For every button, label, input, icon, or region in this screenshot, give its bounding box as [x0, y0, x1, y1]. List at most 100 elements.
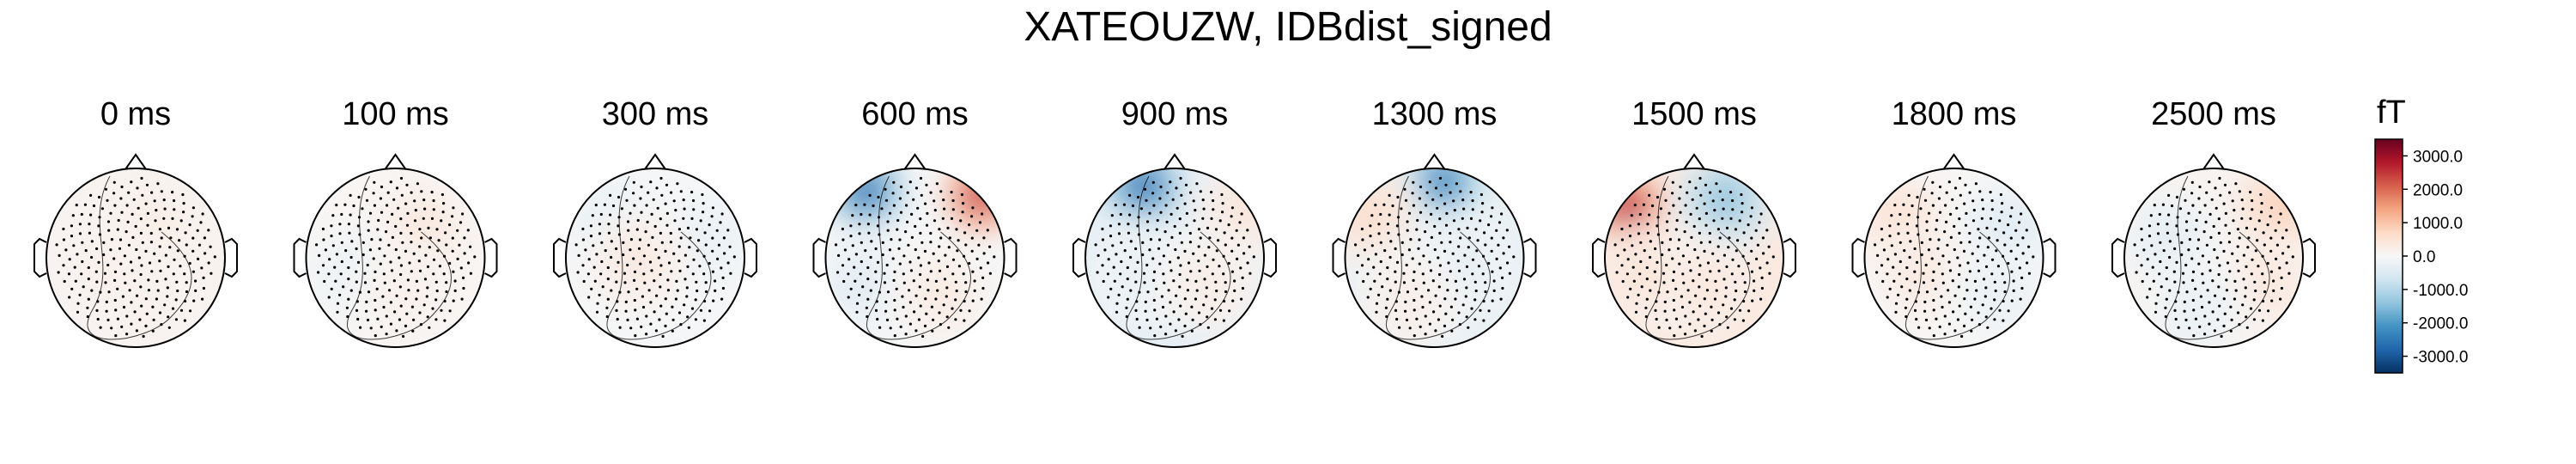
sensor-dots — [1094, 176, 1255, 339]
sensor-dot — [618, 326, 622, 329]
sensor-dot — [1437, 285, 1441, 289]
sensor-dot — [118, 247, 122, 250]
sensor-dot — [1149, 238, 1152, 241]
panel-title: 0 ms — [100, 96, 172, 132]
right-ear-outline — [224, 237, 238, 278]
sensor-dot — [81, 259, 84, 264]
sensor-dot — [908, 260, 912, 264]
sensor-dot — [2275, 257, 2278, 260]
sensor-dot — [665, 312, 668, 315]
sensor-dot — [1230, 236, 1234, 240]
sensor-dot — [1406, 290, 1410, 294]
sensor-dot — [1890, 214, 1893, 217]
sensor-dot — [1181, 334, 1184, 339]
sensor-dot — [920, 193, 923, 197]
sensor-dot — [849, 224, 853, 228]
sensor-dot — [1657, 290, 1661, 294]
sensor-dot — [2010, 299, 2014, 302]
sensor-dot — [1183, 202, 1187, 205]
sensor-dot — [1441, 334, 1444, 339]
sensor-dot — [1909, 240, 1912, 243]
sensor-dot — [1119, 212, 1122, 217]
sensor-dot — [402, 334, 405, 339]
sensor-dot — [339, 272, 343, 276]
sensor-dot — [1126, 297, 1129, 301]
sensor-dot — [607, 223, 611, 226]
sensor-dot — [1656, 260, 1659, 264]
sensor-dot — [655, 294, 659, 297]
sensor-dot — [660, 193, 664, 197]
sensor-dot — [149, 241, 153, 244]
sensor-dot — [2182, 187, 2186, 191]
sensor-dot — [935, 182, 939, 186]
sensor-dot — [1679, 211, 1682, 214]
figure-title: XATEOUZW, IDBdist_signed — [1024, 4, 1552, 50]
sensor-dot — [1395, 224, 1399, 228]
sensor-dot — [2244, 286, 2247, 290]
sensor-dot — [2160, 285, 2163, 289]
sensor-dot — [897, 247, 901, 250]
sensor-dot — [1642, 203, 1645, 206]
sensor-dot — [661, 334, 665, 339]
sensor-dot — [2136, 253, 2139, 257]
sensor-dot — [1936, 247, 1940, 250]
sensor-dot — [858, 232, 861, 235]
sensor-dot — [149, 231, 153, 235]
sensor-dot — [2217, 231, 2221, 235]
sensor-dot — [633, 204, 636, 207]
sensor-dot — [1968, 231, 1971, 235]
sensor-dot — [729, 272, 732, 275]
zero-contour — [346, 175, 452, 340]
sensor-dot — [1178, 272, 1182, 277]
sensor-dot — [599, 272, 603, 276]
sensor-dot — [1129, 255, 1133, 259]
sensor-dot — [1935, 228, 1938, 231]
sensor-dot — [1440, 241, 1443, 244]
sensor-dot — [2184, 318, 2188, 321]
sensor-dot — [720, 297, 724, 301]
sensor-dot — [201, 297, 204, 301]
sensor-dot — [1932, 308, 1935, 312]
sensor-dot — [367, 229, 370, 232]
sensor-dot — [2018, 266, 2021, 270]
sensor-dot — [2232, 219, 2235, 223]
sensor-dot — [2187, 211, 2190, 215]
sensor-dot — [683, 253, 688, 257]
sensor-dot — [1962, 249, 1966, 253]
sensor-dot — [1103, 248, 1107, 252]
sensor-dot — [1716, 228, 1720, 231]
sensor-dot — [1214, 280, 1218, 284]
sensor-dot — [374, 308, 377, 312]
sensor-dot — [1190, 305, 1194, 308]
sensor-dot — [1917, 233, 1920, 236]
sensor-dot — [1965, 289, 1969, 292]
sensor-dot — [1223, 231, 1226, 235]
sensor-dot — [410, 241, 413, 244]
sensor-dot — [1239, 266, 1242, 270]
sensor-dot — [963, 299, 966, 303]
sensor-dot — [1631, 244, 1634, 247]
sensor-dot — [194, 279, 197, 283]
sensor-dot — [1923, 198, 1928, 202]
sensor-dot — [2252, 318, 2256, 321]
sensor-dot — [102, 241, 106, 244]
sensor-dot — [1888, 224, 1892, 228]
sensor-dot — [1671, 192, 1674, 195]
sensor-dot — [2269, 206, 2273, 210]
sensor-dot — [2252, 298, 2256, 302]
sensor-dot — [437, 239, 440, 242]
sensor-dot — [110, 327, 113, 330]
sensor-dot — [711, 236, 714, 240]
sensor-dot — [2177, 326, 2180, 329]
sensor-dot — [912, 198, 915, 201]
sensor-dot — [1508, 245, 1511, 248]
colorbar-tick-label: 2000.0 — [2413, 181, 2463, 199]
sensor-dot — [1913, 270, 1917, 273]
sensor-dot — [1451, 318, 1455, 321]
sensor-dot — [914, 186, 919, 190]
sensor-dot — [1931, 278, 1935, 282]
sensor-dot — [1421, 272, 1425, 276]
sensor-dot — [1389, 240, 1393, 243]
sensor-dot — [469, 272, 473, 275]
sensor-dot — [1166, 243, 1170, 247]
